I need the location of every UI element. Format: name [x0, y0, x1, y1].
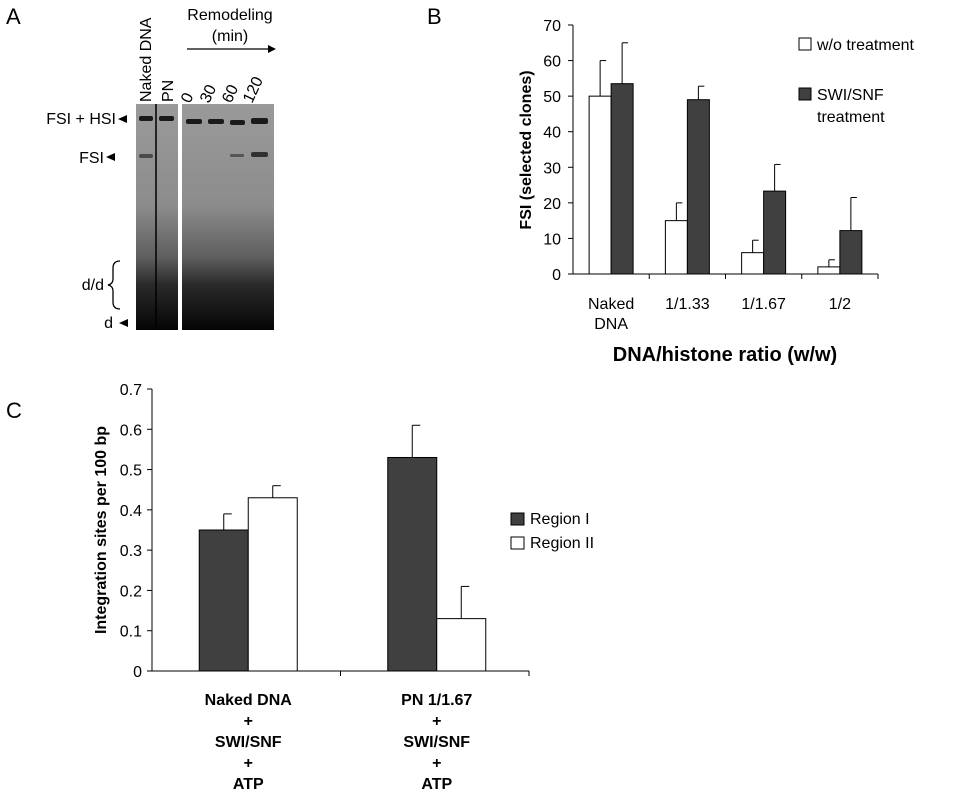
legend-label: w/o treatment: [816, 37, 914, 54]
gel-lane-pn: [156, 104, 178, 330]
band-label-fsi-hsi: FSI + HSI: [46, 111, 116, 128]
legend-swatch: [798, 37, 812, 51]
panel-a-letter: A: [6, 4, 21, 29]
legend-swatch: [798, 87, 812, 101]
y-tick-label: 40: [543, 125, 561, 142]
bar: [247, 497, 298, 672]
panel-b-letter: B: [427, 4, 442, 29]
band-arrow-fsi-icon: [106, 153, 115, 161]
y-tick-label: 0: [133, 664, 142, 681]
bar: [436, 618, 487, 672]
x-category-label: +: [432, 713, 441, 730]
y-tick-label: 0.1: [120, 624, 142, 641]
x-category-label: ATP: [233, 776, 264, 793]
chart-b: 0 10 20 30 40 50 60 70 Naked DNA 1/1.33 1/1.67 1/2 DN…: [518, 18, 914, 366]
band-arrow-d-icon: [119, 319, 128, 327]
gel-lane-label-0: 0: [178, 90, 197, 105]
gel-panel: Naked DNA PN 0 30 60 120 Remodeling (min…: [46, 7, 276, 332]
y-tick-label: 0.3: [120, 543, 142, 560]
panel-c-letter: C: [6, 398, 22, 423]
x-category-label: 1/2: [829, 296, 851, 313]
y-tick-label: 50: [543, 89, 561, 106]
y-tick-label: 60: [543, 54, 561, 71]
y-axis-title: Integration sites per 100 bp: [93, 426, 110, 634]
gel-lane-label-60: 60: [219, 82, 242, 105]
x-category-label: SWI/SNF: [215, 734, 282, 751]
y-tick-label: 0.5: [120, 463, 142, 480]
x-category-label: ATP: [421, 776, 452, 793]
chart-c: 0 0.1 0.2 0.3 0.4 0.5 0.6 0.7 Naked DNA + SWI/SNF +…: [93, 382, 594, 793]
bar: [763, 190, 787, 275]
y-tick-label: 20: [543, 196, 561, 213]
y-tick-label: 0.4: [120, 503, 142, 520]
bar: [387, 456, 438, 672]
bar: [686, 99, 710, 275]
gel-lane-label-naked-dna: Naked DNA: [138, 17, 155, 102]
gel-bands: [139, 116, 268, 158]
legend-swatch: [510, 512, 525, 526]
y-tick-label: 0.7: [120, 382, 142, 399]
remodeling-label: Remodeling: [187, 7, 272, 24]
y-tick-label: 10: [543, 231, 561, 248]
legend-label: Region II: [530, 535, 594, 552]
x-category-label: DNA: [594, 316, 628, 333]
band-label-dd: d/d: [82, 277, 104, 294]
bar: [588, 95, 612, 275]
remodeling-unit-label: (min): [212, 28, 248, 45]
gel-lane-label-30: 30: [197, 82, 220, 105]
x-category-label: 1/1.67: [741, 296, 786, 313]
band-label-fsi: FSI: [79, 150, 104, 167]
gel-lane-label-120: 120: [240, 74, 267, 105]
x-axis-title: DNA/histone ratio (w/w): [613, 344, 837, 366]
bar: [610, 83, 634, 275]
gel-lanes-remodeling: [182, 104, 274, 330]
remodeling-arrowhead-icon: [268, 45, 276, 53]
gel-lane-naked-dna: [136, 104, 156, 330]
bar: [839, 230, 863, 275]
x-category-label: +: [432, 755, 441, 772]
legend-label: Region I: [530, 511, 590, 528]
y-tick-label: 0.2: [120, 583, 142, 600]
bar: [741, 252, 765, 275]
x-category-label: Naked: [588, 296, 634, 313]
y-axis-title: FSI (selected clones): [518, 70, 535, 229]
band-arrow-fsi-hsi-icon: [118, 115, 127, 123]
y-tick-label: 0.6: [120, 422, 142, 439]
bar: [664, 220, 688, 275]
legend-swatch: [510, 536, 525, 550]
y-tick-label: 30: [543, 160, 561, 177]
bar: [198, 529, 249, 672]
legend-label: SWI/SNF: [817, 87, 884, 104]
legend-label: treatment: [817, 109, 885, 126]
x-category-label: +: [244, 713, 253, 730]
x-category-label: SWI/SNF: [403, 734, 470, 751]
y-tick-label: 0: [552, 267, 561, 284]
x-category-label: PN 1/1.67: [401, 692, 472, 709]
x-category-label: Naked DNA: [205, 692, 293, 709]
gel-lane-label-pn: PN: [160, 80, 177, 102]
brace-dd-icon: [107, 260, 121, 310]
band-label-d: d: [104, 315, 113, 332]
bar: [817, 266, 841, 275]
x-category-label: +: [244, 755, 253, 772]
y-tick-label: 70: [543, 18, 561, 35]
x-category-label: 1/1.33: [665, 296, 710, 313]
